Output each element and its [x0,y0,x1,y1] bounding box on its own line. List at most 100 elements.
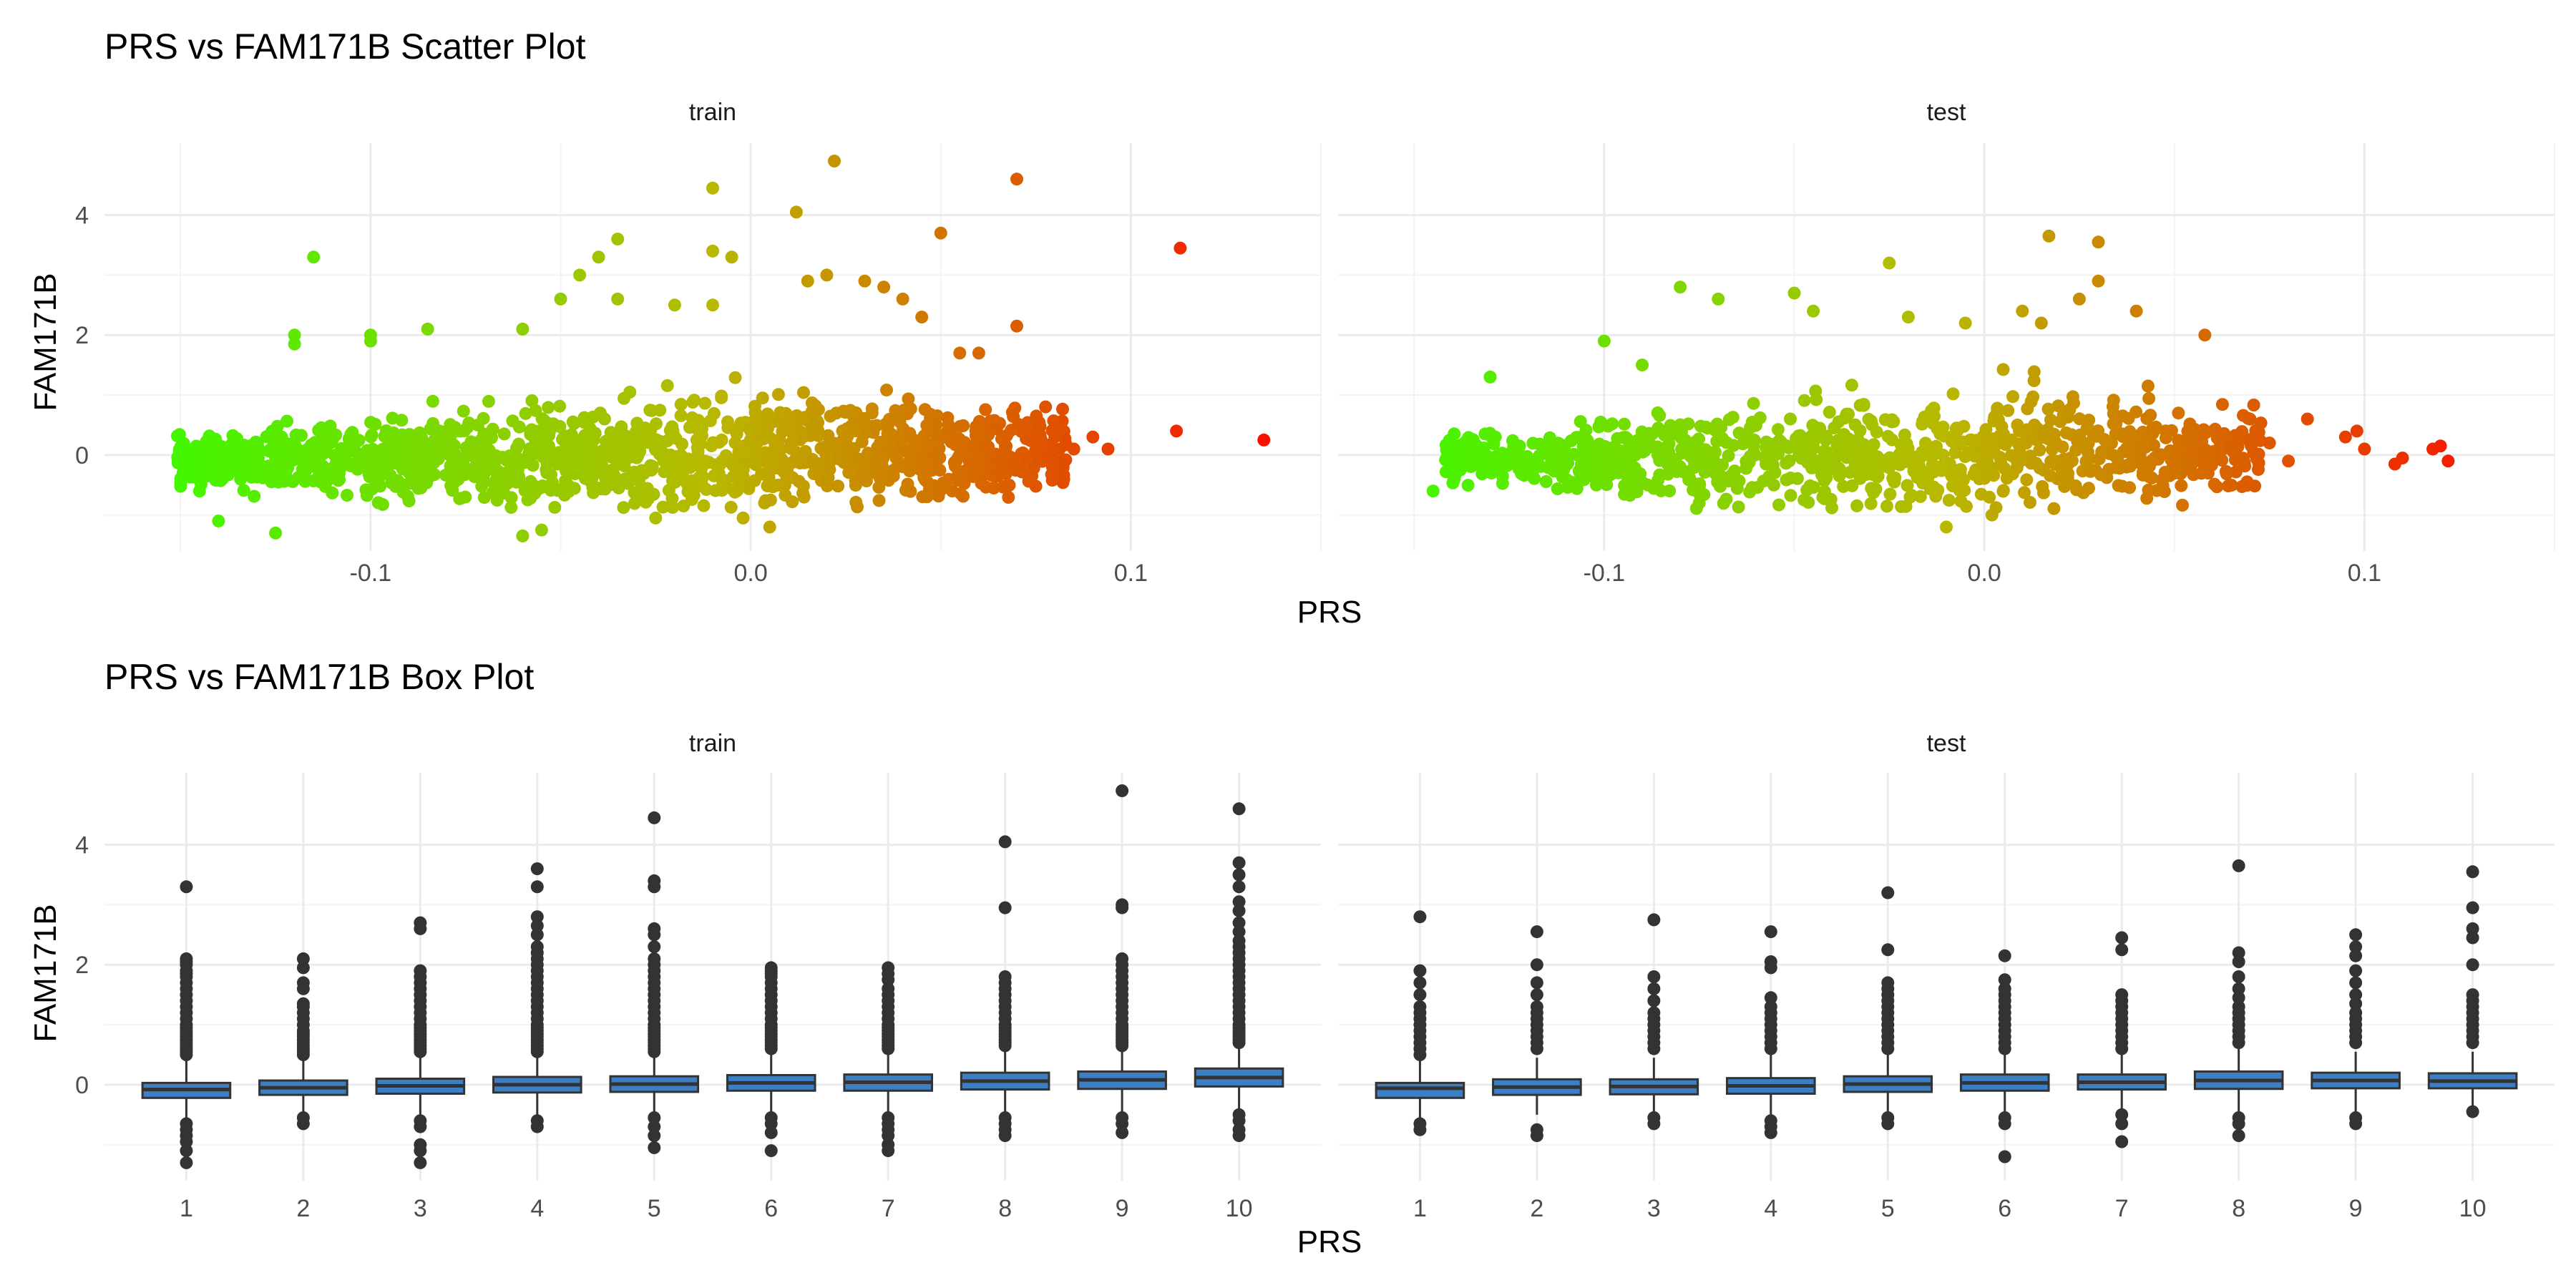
scatter-point [981,444,995,457]
scatter-point [1618,479,1631,492]
scatter-point [621,439,635,452]
scatter-point [1590,468,1604,482]
scatter-point [1940,520,1953,534]
box-outlier [1232,868,1246,882]
x-tick-label: 5 [1881,1195,1895,1222]
scatter-point [2041,402,2055,416]
x-tick-label: 0.0 [1967,560,2001,587]
scatter-point [1898,428,1911,441]
scatter-point [952,432,966,446]
scatter-point [1616,447,1629,460]
scatter-point [1864,497,1878,510]
scatter-point [734,416,748,430]
scatter-point [482,457,495,470]
x-tick-label: 7 [2115,1195,2129,1222]
y-tick-label: 4 [75,832,89,859]
box-outlier [1232,1129,1246,1143]
scatter-point [1692,459,1704,472]
scatter-point [1845,379,1858,392]
scatter-point [1931,422,1944,436]
scatter-point [1618,417,1631,431]
scatter-point [1726,411,1740,424]
scatter-point [497,467,511,480]
scatter-point [424,422,437,436]
box-panel-train: 0 2 4 1 2 3 4 5 6 7 8 9 10 [75,773,1321,1222]
box-outlier [1413,988,1427,1002]
scatter-point [1790,472,1804,485]
scatter-point [820,268,834,282]
scatter-point [806,453,819,467]
scatter-point [1056,402,1069,416]
box-outlier [530,1045,544,1058]
scatter-point [2090,429,2103,443]
scatter-point [411,434,425,448]
box-outlier [764,1117,778,1131]
scatter-point [451,424,464,438]
scatter-point [2056,440,2069,454]
box-outlier [882,973,895,987]
scatter-point [1674,280,1687,294]
scatter-point [521,493,535,507]
scatter-point [2123,481,2137,494]
scatter-point [728,371,742,384]
scatter-point [691,441,704,454]
scatter-point [406,463,420,477]
scatter-point [323,435,336,449]
scatter-point [2170,443,2184,457]
scatter-point [761,407,774,421]
scatter-point [360,489,374,502]
scatter-point [1772,434,1786,447]
scatter-point [1030,409,1043,423]
scatter-point [1722,449,1735,462]
scatter-point [2145,454,2159,468]
scatter-point [1591,454,1604,468]
scatter-point [1842,432,1855,446]
scatter-point [1682,466,1695,479]
y-tick-label: 4 [75,203,89,230]
scatter-point [486,422,499,436]
scatter-point [1949,422,1963,435]
scatter-point [1760,435,1773,449]
scatter-point [288,337,301,351]
scatter-point [1674,418,1687,431]
box-outlier [530,1120,544,1133]
x-tick-label: 10 [1226,1195,1253,1222]
scatter-point [762,463,776,477]
scatter-point [608,431,622,445]
scatter-point [1800,483,1814,497]
box-outlier [2115,1135,2129,1148]
scatter-point [2077,486,2090,499]
scatter-point [172,428,186,441]
scatter-point [1933,460,1946,474]
scatter-point [2207,445,2220,458]
scatter-point [1916,477,1929,490]
scatter-point [302,460,316,474]
scatter-point [2037,486,2050,499]
scatter-point [2241,411,2255,425]
box-outlier [1232,880,1246,894]
scatter-point [801,274,814,288]
box-outlier [2115,1042,2129,1055]
scatter-point [573,268,587,282]
scatter-point [2006,390,2019,404]
scatter-point [2147,439,2160,452]
box-outlier [2466,1105,2479,1118]
box-outlier [1413,1048,1427,1061]
scatter-point [2020,473,2034,487]
scatter-point [1916,445,1928,459]
x-tick-label: 1 [1413,1195,1427,1222]
box-outlier [1530,925,1543,939]
scatter-point [1662,423,1676,436]
scatter-point [2027,365,2041,379]
scatter-point [2358,442,2371,456]
scatter-x-axis-label: PRS [1297,595,1362,630]
box-outlier [2349,964,2363,977]
scatter-point [174,472,187,485]
scatter-point [2024,496,2036,509]
scatter-point [915,311,929,324]
scatter-point [945,484,959,498]
scatter-point [1784,412,1797,426]
scatter-point [341,489,353,502]
scatter-point [942,424,956,438]
